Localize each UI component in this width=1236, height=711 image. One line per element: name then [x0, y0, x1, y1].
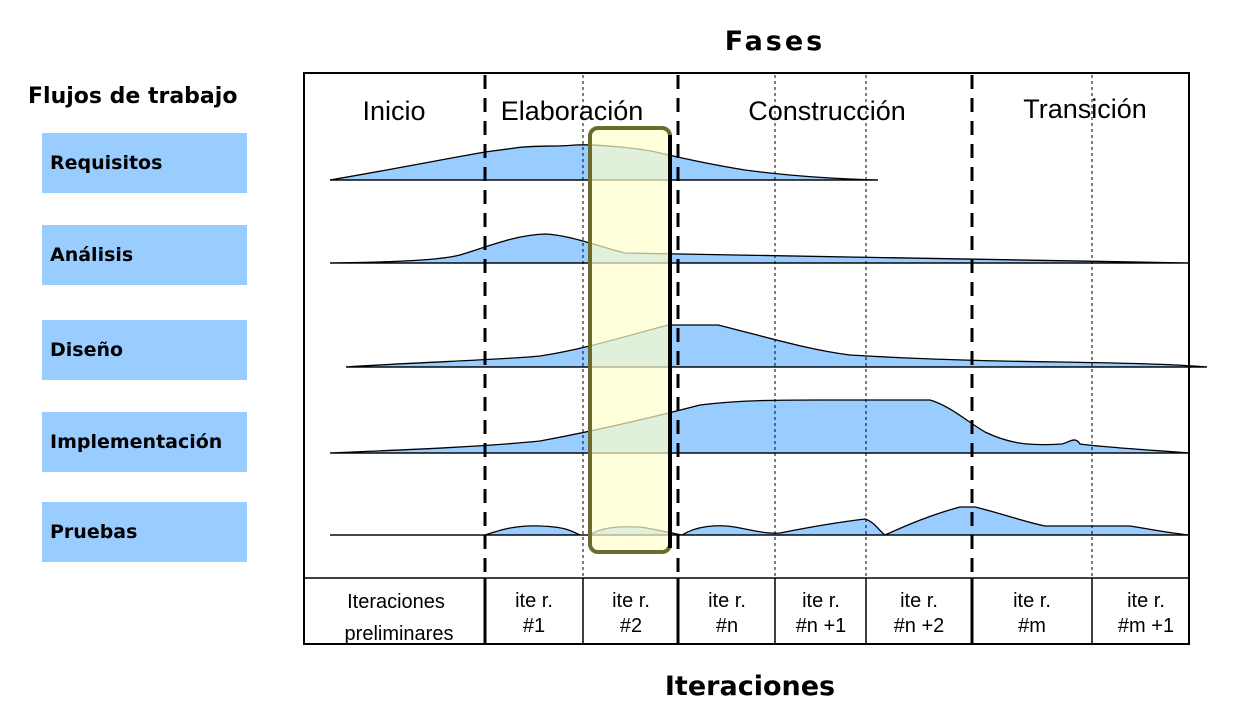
iteration-label-line2: #n +2: [894, 615, 945, 637]
iteration-labels: Iteraciones preliminares ite r. #1 ite r…: [345, 590, 1175, 645]
workflow-requisitos: Requisitos: [42, 133, 247, 193]
phase-label-inicio: Inicio: [362, 96, 425, 126]
workflow-analisis: Análisis: [42, 225, 247, 285]
iteration-label-line2: #1: [523, 615, 545, 637]
iteration-label-line1: ite r.: [1127, 590, 1165, 612]
workflows-title: Flujos de trabajo: [28, 84, 238, 109]
workflow-label: Implementación: [50, 431, 223, 453]
iteration-label-line2: preliminares: [345, 623, 454, 645]
phase-label-elaboracion: Elaboración: [501, 96, 644, 126]
iteration-label-line1: ite r.: [612, 590, 650, 612]
iteration-label-line2: #n: [716, 615, 738, 637]
workflow-implementacion: Implementación: [42, 412, 247, 472]
iteration-row-separators: [483, 578, 1093, 644]
phase-label-construccion: Construcción: [748, 96, 906, 126]
iterations-title: Iteraciones: [664, 671, 836, 702]
diseno-curve: [345, 324, 1208, 368]
implementacion-curve: [329, 399, 1190, 454]
iteration-label-line2: #m: [1018, 615, 1046, 637]
current-iteration-highlight: [588, 126, 672, 554]
workflow-label: Diseño: [50, 339, 124, 361]
iteration-label-line2: #m +1: [1118, 615, 1174, 637]
phase-label-transicion: Transición: [1023, 94, 1147, 124]
phase-dividers: [483, 75, 974, 576]
iteration-label-line1: ite r.: [802, 590, 840, 612]
iteration-label-line1: Iteraciones: [347, 591, 445, 613]
phases-title: Fases: [724, 26, 826, 57]
iteration-label-line1: ite r.: [708, 590, 746, 612]
iteration-label-line1: ite r.: [515, 590, 553, 612]
iteration-label-line2: #n +1: [796, 615, 847, 637]
iteration-label-line1: ite r.: [1013, 590, 1051, 612]
iteration-label-line2: #2: [620, 615, 642, 637]
workflow-diseno: Diseño: [42, 320, 247, 380]
workflow-pruebas: Pruebas: [42, 502, 247, 562]
workflow-label: Requisitos: [50, 152, 163, 174]
iteration-label-line1: ite r.: [900, 590, 938, 612]
workflow-label: Análisis: [50, 244, 134, 266]
workflow-label: Pruebas: [50, 521, 138, 543]
